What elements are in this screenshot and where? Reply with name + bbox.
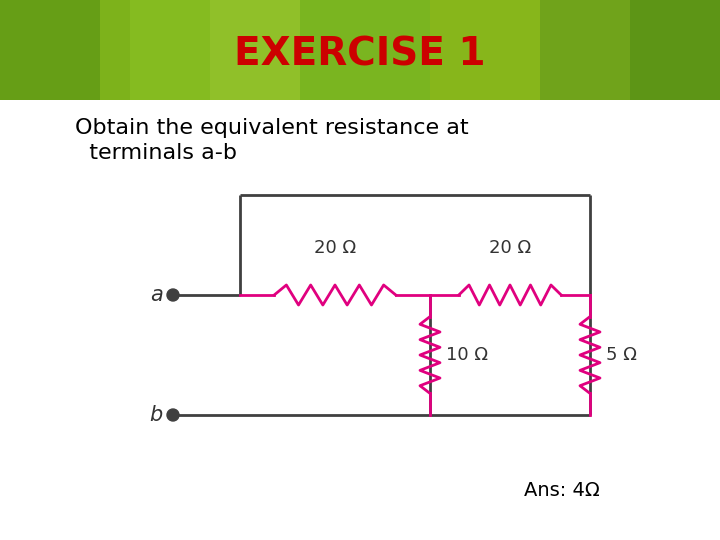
Bar: [0, 100, 720, 540]
Circle shape: [167, 409, 179, 421]
Text: Obtain the equivalent resistance at: Obtain the equivalent resistance at: [75, 118, 469, 138]
Text: Ans: 4Ω: Ans: 4Ω: [524, 481, 600, 500]
Text: 20 Ω: 20 Ω: [489, 239, 531, 257]
Circle shape: [167, 289, 179, 301]
Bar: [540, 0, 630, 100]
Text: 10 Ω: 10 Ω: [446, 346, 488, 364]
Text: 20 Ω: 20 Ω: [314, 239, 356, 257]
Text: terminals a-b: terminals a-b: [75, 143, 237, 163]
Text: a: a: [150, 285, 163, 305]
Text: b: b: [150, 405, 163, 425]
Text: 5 Ω: 5 Ω: [606, 346, 637, 364]
Bar: [630, 0, 720, 100]
Bar: [430, 0, 540, 100]
Bar: [100, 0, 210, 100]
Bar: [0, 0, 720, 100]
Bar: [0, 0, 130, 100]
Text: EXERCISE 1: EXERCISE 1: [234, 36, 486, 74]
Bar: [210, 0, 300, 100]
